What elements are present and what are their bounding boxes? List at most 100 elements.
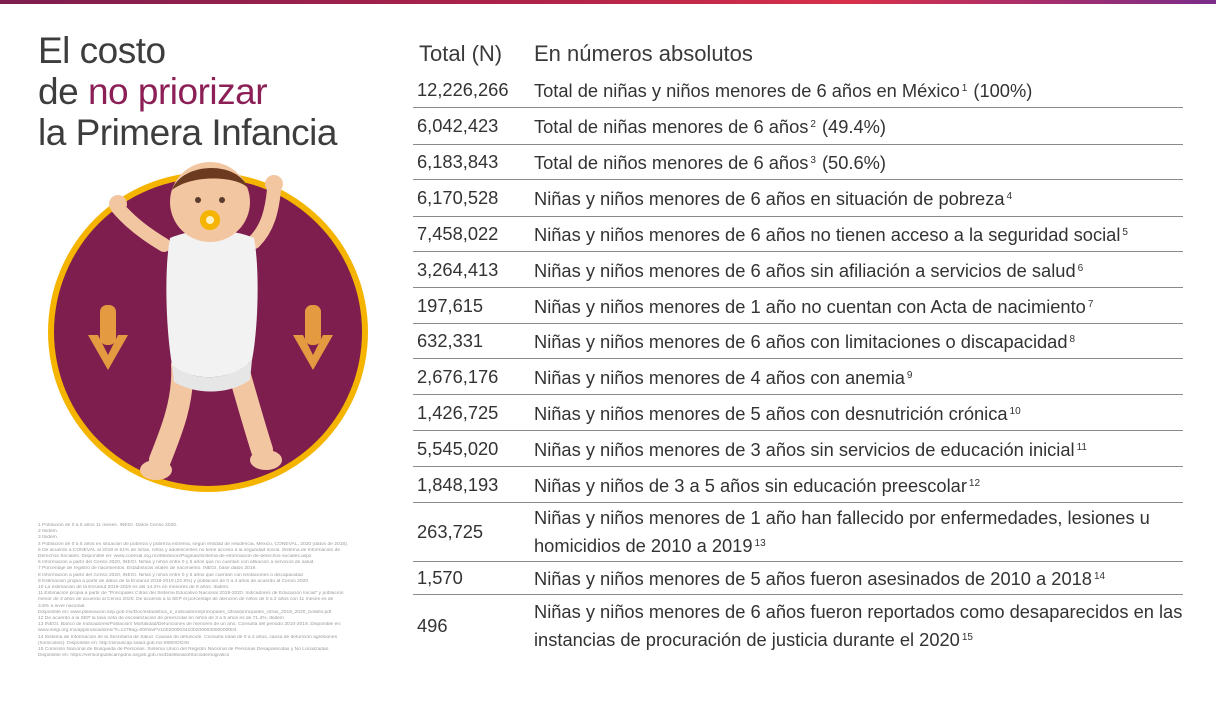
- table-row: 6,183,843 Total de niños menores de 6 año…: [413, 145, 1183, 180]
- footnote-line: 1 Población de 0 a 5 años 11 meses. INEG…: [38, 523, 178, 528]
- row-reference: 3: [810, 155, 816, 166]
- table-row: 7,458,022 Niñas y niños menores de 6 años…: [413, 217, 1183, 252]
- row-total: 6,042,423: [417, 115, 499, 136]
- title-line-2-pre: de: [38, 71, 88, 112]
- footnote-line: 3.8% a nivel nacional.: [38, 603, 86, 609]
- row-description: Niñas y niños menores de 5 años con desn…: [534, 399, 1183, 427]
- table-row: 197,615 Niñas y niños menores de 1 año no…: [413, 288, 1183, 324]
- stats-table: Total (N) En números absolutos 12,226,26…: [413, 36, 1183, 657]
- row-description: Total de niños menores de 6 años 3 (50.6%): [534, 148, 1183, 176]
- row-reference: 7: [1087, 298, 1094, 310]
- table-row: 1,426,725 Niñas y niños menores de 5 años…: [413, 395, 1183, 431]
- row-reference: 11: [1076, 441, 1087, 453]
- row-reference: 12: [968, 477, 981, 489]
- row-description: Total de niñas y niños menores de 6 años…: [534, 76, 1183, 104]
- table-row: 6,042,423 Total de niñas menores de 6 año…: [413, 108, 1183, 145]
- row-description-text: Niñas y niños menores de 6 años sin afil…: [534, 259, 1076, 281]
- table-row: 632,331 Niñas y niños menores de 6 años c…: [413, 324, 1183, 359]
- footnote-line: 13 INEGI. Banco de Indicadores/Población…: [38, 622, 342, 628]
- table-row: 3,264,413 Niñas y niños menores de 6 años…: [413, 252, 1183, 288]
- row-description-text: Total de niños menores de 6 años: [534, 152, 809, 173]
- row-description-text: Niñas y niños menores de 5 años con desn…: [534, 402, 1008, 424]
- footnote-line: (homicidios). Disponible en: http://sina…: [38, 640, 190, 646]
- row-total: 5,545,020: [417, 437, 499, 459]
- row-description-text: Niñas y niños menores de 3 años sin serv…: [534, 438, 1075, 460]
- footnote-line: 6 Información a partir del Censo 2020, I…: [38, 560, 315, 566]
- row-reference: 5: [1122, 227, 1128, 238]
- table-row: 6,170,528 Niñas y niños menores de 6 años…: [413, 180, 1183, 217]
- footnotes: 1 Población de 0 a 5 años 11 meses. INEG…: [38, 523, 383, 659]
- row-description-text: Niñas y niños menores de 4 años con anem…: [534, 366, 905, 388]
- footnote-line: 4 Población de 0 a 5 años en situación d…: [38, 541, 349, 547]
- title-line-1: El costo: [38, 30, 166, 71]
- row-total: 632,331: [417, 330, 484, 351]
- row-total: 6,170,528: [417, 187, 499, 208]
- row-percentage: (49.4%): [821, 116, 886, 137]
- table-row: 496 Niñas y niños menores de 6 años fuero…: [413, 595, 1183, 657]
- row-reference: 10: [1009, 405, 1021, 417]
- row-reference: 13: [754, 538, 766, 549]
- down-arrow-icon: [88, 305, 128, 370]
- row-description: Niñas y niños menores de 3 años sin serv…: [534, 435, 1183, 463]
- row-description: Niñas y niños menores de 5 años fueron a…: [534, 564, 1183, 592]
- footnote-line: 9 Estimación propia a partir de datos de…: [38, 578, 310, 584]
- footnote-line: 10 La estimación de la Ensanut 2018-2019…: [38, 585, 230, 591]
- title-highlight: no priorizar: [87, 71, 268, 112]
- table-row: 2,676,176 Niñas y niños menores de 4 años…: [413, 359, 1183, 395]
- row-reference: 14: [1093, 571, 1106, 582]
- row-description-text: Niñas y niños menores de 6 años fueron r…: [534, 601, 1183, 650]
- row-total: 3,264,413: [417, 258, 499, 280]
- row-description: Niñas y niños menores de 1 año han falle…: [534, 505, 1183, 559]
- row-reference: 15: [961, 632, 973, 643]
- row-description-text: Niñas y niños menores de 1 año no cuenta…: [534, 295, 1086, 317]
- row-description-text: Niñas y niños menores de 5 años fueron a…: [534, 568, 1092, 589]
- row-description: Niñas y niños menores de 6 años en situa…: [534, 184, 1183, 212]
- row-description: Niñas y niños menores de 6 años no tiene…: [534, 220, 1183, 248]
- title-line-2: de no priorizar: [38, 71, 337, 112]
- header-total: Total (N): [419, 41, 503, 66]
- top-accent-bar: [0, 0, 1216, 4]
- row-description-text: Niñas y niños de 3 a 5 años sin educació…: [534, 474, 967, 496]
- row-description-text: Niñas y niños menores de 1 año han falle…: [534, 507, 1150, 556]
- row-description-text: Niñas y niños menores de 6 años con limi…: [534, 331, 1068, 352]
- baby-figure: [109, 162, 283, 480]
- footnote-line: 7 Porcentaje de registro de nacimientos.…: [38, 566, 257, 572]
- page-title: El costo de no priorizar la Primera Infa…: [38, 30, 337, 153]
- row-percentage: (100%): [973, 79, 1033, 101]
- footnote-line: Disponible en: www.planeacion.sep.gob.mx…: [38, 609, 332, 615]
- row-reference: 1: [961, 82, 968, 94]
- table-row: 1,570 Niñas y niños menores de 5 años fue…: [413, 562, 1183, 595]
- row-total: 496: [417, 615, 448, 636]
- footnote-line: Derechos Sociales. Disponible en: www.co…: [38, 554, 312, 560]
- table-row: 263,725 Niñas y niños menores de 1 año ha…: [413, 503, 1183, 562]
- row-total: 1,426,725: [417, 401, 499, 423]
- table-row: 5,545,020 Niñas y niños menores de 3 años…: [413, 431, 1183, 467]
- row-total: 6,183,843: [417, 151, 499, 172]
- footnote-line: 14 Sistema de Información de la Secretar…: [38, 634, 338, 640]
- footnote-line: 5 De acuerdo a CONEVAL al 2018 el 61% de…: [38, 547, 341, 553]
- row-reference: 9: [906, 369, 913, 381]
- row-description-text: Niñas y niños menores de 6 años en situa…: [534, 188, 1005, 209]
- table-row: 1,848,193 Niñas y niños de 3 a 5 años sin…: [413, 467, 1183, 503]
- footnote-line: 3 Ibidem.: [38, 535, 59, 541]
- row-description: Niñas y niños menores de 6 años fueron r…: [534, 599, 1183, 653]
- row-total: 197,615: [417, 294, 484, 316]
- row-description: Niñas y niños menores de 6 años con limi…: [534, 327, 1183, 355]
- table-body: 12,226,266 Total de niñas y niños menores…: [413, 72, 1183, 657]
- row-total: 2,676,176: [417, 365, 499, 387]
- row-total: 263,725: [417, 521, 484, 542]
- footnote-line: 12 De acuerdo a la SEP la tasa neta de e…: [38, 616, 284, 622]
- row-description-text: Niñas y niños menores de 6 años no tiene…: [534, 224, 1121, 245]
- footnote-line: 2 Ibidem.: [38, 529, 59, 535]
- footnote-line: 15 Comisión Nacional de Búsqueda de Pers…: [38, 647, 330, 653]
- footnote-line: 8 Información a partir del Censo 2020, I…: [38, 572, 303, 578]
- row-description-text: Total de niñas y niños menores de 6 años…: [534, 79, 960, 101]
- footnote-line: www.inegi.org.mx/app/indicadores/?t=1278…: [38, 628, 237, 634]
- baby-illustration: [48, 162, 368, 492]
- row-percentage: (50.6%): [821, 152, 886, 173]
- row-description: Niñas y niños menores de 6 años sin afil…: [534, 256, 1183, 284]
- row-reference: 2: [810, 119, 816, 130]
- row-description: Total de niñas menores de 6 años 2 (49.4%): [534, 112, 1183, 140]
- row-description-text: Total de niñas menores de 6 años: [534, 116, 809, 137]
- header-description: En números absolutos: [534, 41, 753, 66]
